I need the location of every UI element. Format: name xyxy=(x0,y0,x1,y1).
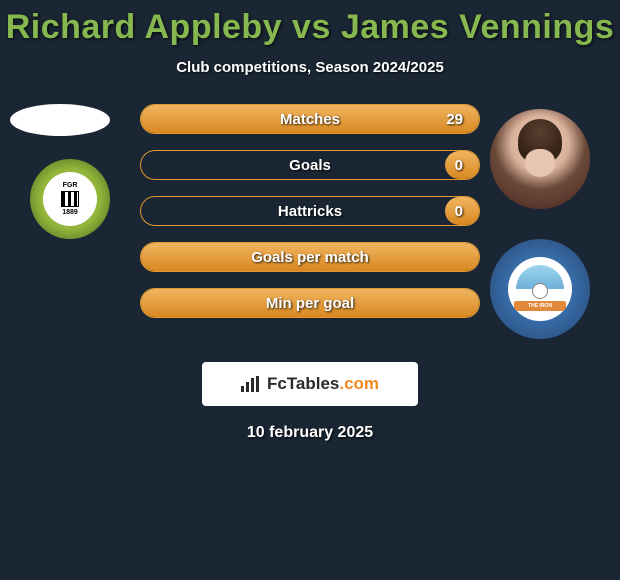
stats-list: Matches 29 Goals 0 Hattricks 0 Goals per… xyxy=(140,104,480,334)
stat-row-matches: Matches 29 xyxy=(140,104,480,134)
club-badge-stripes-icon xyxy=(61,191,79,207)
brand-badge[interactable]: FcTables.com xyxy=(202,362,418,406)
brand-prefix: FcTables xyxy=(267,374,339,393)
player-right-club-badge: THE IRON xyxy=(490,239,590,339)
stat-label: Matches xyxy=(280,111,340,128)
brand-suffix: .com xyxy=(339,374,379,393)
stat-row-goals-per-match: Goals per match xyxy=(140,242,480,272)
stat-label: Goals per match xyxy=(251,249,369,266)
player-left-photo-placeholder xyxy=(10,104,110,136)
stat-label: Min per goal xyxy=(266,295,354,312)
stat-value-right: 0 xyxy=(455,203,463,220)
subtitle: Club competitions, Season 2024/2025 xyxy=(0,59,620,76)
stat-label: Goals xyxy=(289,157,331,174)
comparison-body: FGR 1889 THE IRON Matches 29 Goals 0 xyxy=(0,104,620,344)
club-badge-text-bottom: 1889 xyxy=(62,209,78,216)
club-badge-text-top: FGR xyxy=(63,182,78,189)
stat-value-right: 29 xyxy=(446,111,463,128)
comparison-card: Richard Appleby vs James Vennings Club c… xyxy=(0,0,620,442)
player-left-club-badge: FGR 1889 xyxy=(30,159,110,239)
bar-chart-icon xyxy=(241,376,261,392)
club-badge-fgr-icon: FGR 1889 xyxy=(43,172,97,226)
club-badge-motto: THE IRON xyxy=(514,301,566,311)
stat-row-min-per-goal: Min per goal xyxy=(140,288,480,318)
snapshot-date: 10 february 2025 xyxy=(0,424,620,442)
stat-label: Hattricks xyxy=(278,203,342,220)
brand-text: FcTables.com xyxy=(267,374,379,394)
club-badge-braintree-icon: THE IRON xyxy=(508,257,572,321)
stat-row-goals: Goals 0 xyxy=(140,150,480,180)
page-title: Richard Appleby vs James Vennings xyxy=(0,8,620,47)
player-right-photo xyxy=(490,109,590,209)
stat-row-hattricks: Hattricks 0 xyxy=(140,196,480,226)
stat-value-right: 0 xyxy=(455,157,463,174)
